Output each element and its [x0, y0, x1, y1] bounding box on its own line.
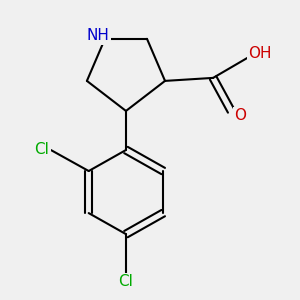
Text: OH: OH [248, 46, 272, 62]
Text: Cl: Cl [34, 142, 49, 158]
Text: O: O [234, 108, 246, 123]
Text: NH: NH [86, 28, 109, 43]
Text: Cl: Cl [118, 274, 134, 289]
